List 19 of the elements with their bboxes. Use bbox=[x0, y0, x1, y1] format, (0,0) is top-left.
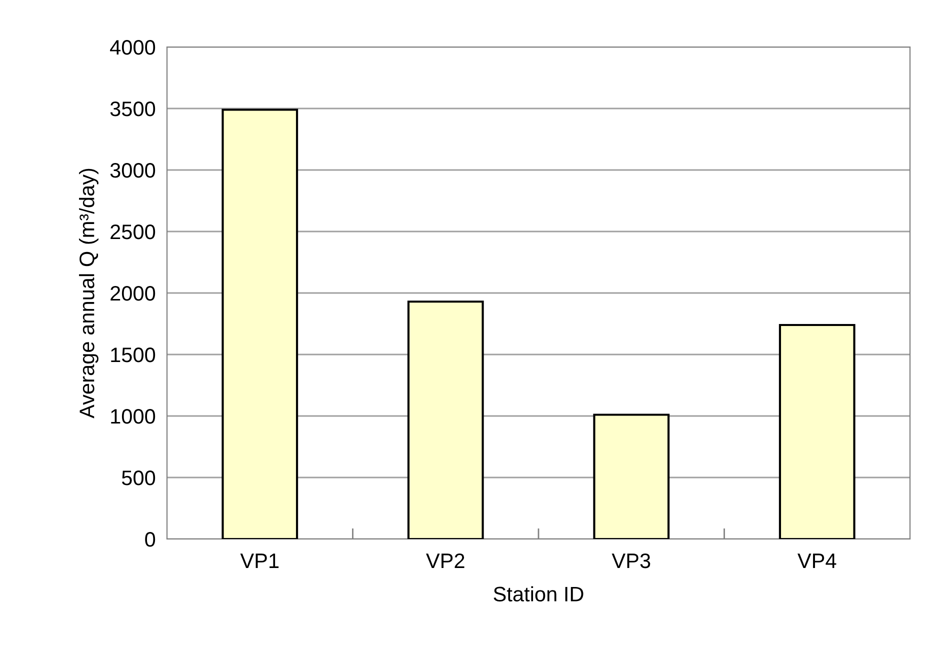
x-tick-label: VP1 bbox=[240, 554, 279, 568]
x-tick-label: VP2 bbox=[426, 553, 464, 568]
bar bbox=[407, 300, 484, 539]
y-tick-label: 2000 bbox=[110, 286, 156, 301]
y-tick-label: 3500 bbox=[110, 102, 156, 116]
bar bbox=[222, 108, 298, 539]
y-tick-label: 1500 bbox=[111, 348, 156, 362]
bar bbox=[593, 414, 670, 539]
bar bbox=[778, 324, 856, 539]
y-axis-title: Average annual Q (m³/day) bbox=[79, 168, 98, 418]
y-tick-label: 1000 bbox=[111, 409, 156, 424]
y-tick-label: 2500 bbox=[110, 224, 156, 240]
y-tick-label: 4000 bbox=[110, 40, 156, 55]
y-tick-label: 500 bbox=[122, 470, 156, 486]
y-tick-label: 3000 bbox=[110, 163, 156, 178]
x-tick-label: VP4 bbox=[798, 554, 836, 568]
y-tick-label: 0 bbox=[145, 532, 156, 547]
x-axis-title: Station ID bbox=[494, 586, 584, 602]
x-tick-label: VP3 bbox=[612, 553, 650, 568]
